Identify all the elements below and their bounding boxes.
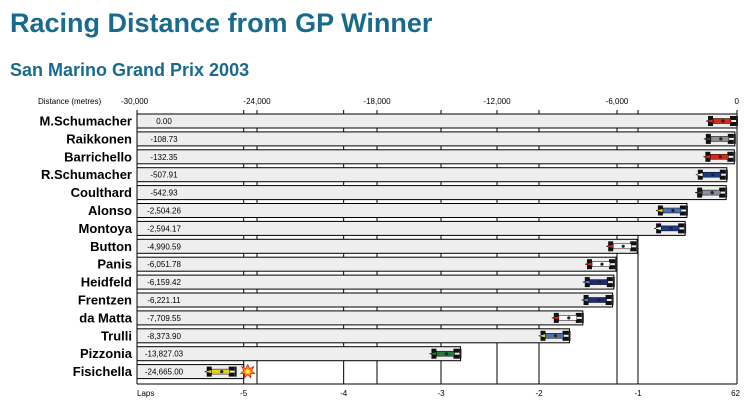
data-label: -507.91 (150, 171, 178, 180)
driver-row: Raikkonen -108.73 (66, 131, 736, 147)
driver-name: Fisichella (73, 364, 133, 379)
race-car-icon (694, 187, 728, 198)
driver-name: Heidfeld (81, 275, 132, 290)
bar (136, 167, 728, 183)
race-car-icon (605, 241, 639, 252)
bar (136, 310, 584, 326)
race-car-icon (653, 223, 687, 234)
data-label: -7,709.55 (147, 314, 181, 323)
laps-axis-label: Laps (137, 389, 154, 398)
driver-row: Button -4,990.59 (90, 238, 639, 254)
driver-name: Coulthard (71, 185, 132, 200)
bar (136, 274, 615, 290)
driver-name: Alonso (88, 203, 132, 218)
race-car-icon (702, 133, 736, 144)
data-label: -13,827.03 (145, 350, 184, 359)
bar (136, 220, 686, 236)
top-tick-label: -12,000 (483, 97, 511, 106)
top-tick-label: -18,000 (363, 97, 391, 106)
driver-row: M.Schumacher 0.00 (40, 113, 738, 129)
race-car-icon (550, 312, 584, 323)
driver-name: Frentzen (78, 293, 132, 308)
bar (136, 328, 571, 344)
data-label: -542.93 (150, 189, 178, 198)
race-car-icon (655, 205, 688, 216)
driver-name: da Matta (79, 310, 133, 325)
top-tick-label: -24,000 (243, 97, 271, 106)
chart-title: Racing Distance from GP Winner (10, 8, 433, 38)
lap-tick-label: 62 (731, 389, 740, 398)
data-label: -108.73 (150, 135, 178, 144)
driver-row: R.Schumacher -507.91 (41, 167, 728, 183)
driver-name: Barrichello (64, 149, 132, 164)
race-car-icon (537, 330, 571, 341)
data-label: -24,665.00 (145, 368, 184, 377)
chart-subtitle: San Marino Grand Prix 2003 (10, 60, 250, 80)
x-axis-label: Distance (metres) (38, 97, 101, 106)
data-label: -132.35 (150, 153, 178, 162)
race-car-icon (705, 116, 738, 126)
driver-row: Pizzonia -13,827.03 (80, 346, 462, 362)
driver-row: Alonso -2,504.26 (88, 203, 688, 218)
driver-row: Fisichella -24,665.00 (73, 363, 256, 380)
driver-name: M.Schumacher (40, 114, 132, 129)
lap-tick-label: -3 (437, 389, 445, 398)
driver-name: Panis (97, 257, 132, 272)
data-label: -2,594.17 (147, 224, 181, 233)
driver-row: Barrichello -132.35 (64, 149, 736, 165)
driver-row: da Matta -7,709.55 (79, 310, 584, 326)
bar (136, 292, 614, 308)
race-car-icon (584, 259, 617, 270)
bar (136, 346, 461, 362)
data-label: -8,373.90 (147, 332, 181, 341)
bar (136, 238, 638, 254)
top-tick-label: -6,000 (606, 97, 629, 106)
bar (136, 131, 736, 147)
bar (136, 203, 688, 218)
top-tick-label: 0 (735, 97, 740, 106)
driver-row: Panis -6,051.78 (97, 256, 617, 272)
race-car-icon (580, 295, 614, 305)
driver-row: Heidfeld -6,159.42 (81, 274, 615, 290)
bar (136, 149, 735, 165)
driver-row: Montoya -2,594.17 (79, 220, 687, 236)
bar (136, 185, 727, 201)
race-car-icon (694, 169, 728, 180)
driver-row: Coulthard -542.93 (71, 185, 728, 201)
race-car-icon (702, 151, 736, 162)
driver-name: Pizzonia (80, 346, 133, 361)
driver-row: Frentzen -6,221.11 (78, 292, 614, 308)
data-label: -6,051.78 (147, 260, 181, 269)
top-tick-label: -30,000 (121, 97, 149, 106)
lap-tick-label: -2 (535, 389, 543, 398)
driver-name: R.Schumacher (41, 167, 132, 182)
data-label: -6,159.42 (147, 278, 181, 287)
lap-tick-label: -1 (634, 389, 642, 398)
driver-row: Trulli -8,373.90 (101, 328, 571, 344)
driver-name: Raikkonen (66, 131, 132, 146)
driver-name: Button (90, 239, 132, 254)
bar (136, 113, 738, 129)
race-car-icon (428, 348, 462, 359)
data-label: -4,990.59 (147, 242, 181, 251)
lap-tick-label: -5 (240, 389, 248, 398)
retired-car-icon (203, 363, 256, 379)
driver-name: Trulli (101, 328, 132, 343)
race-car-icon (581, 277, 615, 288)
lap-tick-label: -4 (340, 389, 348, 398)
bar (136, 256, 617, 272)
data-label: -6,221.11 (147, 296, 181, 305)
driver-name: Montoya (79, 221, 133, 236)
data-label: 0.00 (156, 117, 172, 126)
data-label: -2,504.26 (147, 207, 181, 216)
